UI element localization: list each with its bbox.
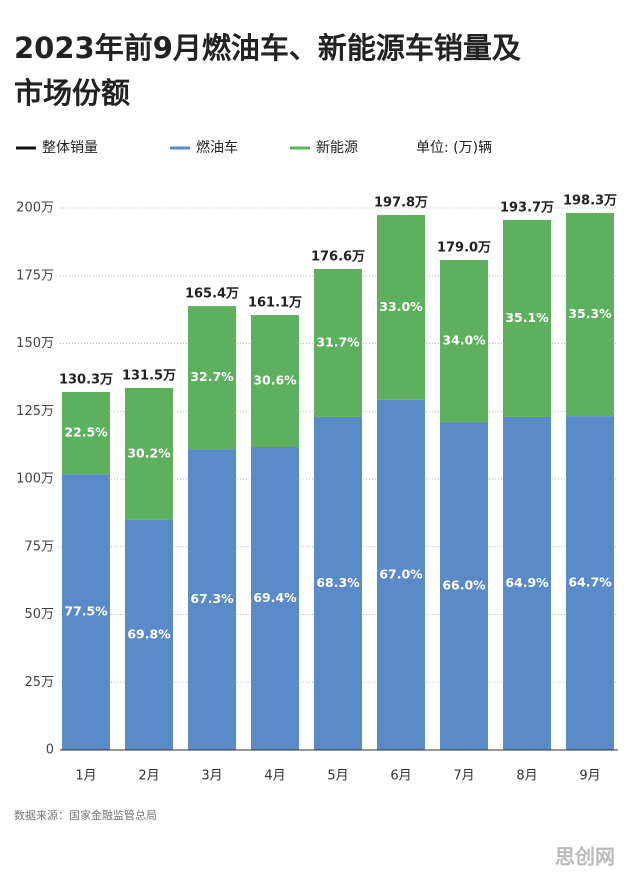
bar-segment	[503, 219, 551, 417]
total-label: 176.6万	[311, 249, 365, 264]
bar-segment	[251, 447, 299, 750]
legend-label: 燃油车	[196, 139, 238, 156]
x-tick-label: 2月	[138, 769, 159, 784]
bar-segment	[566, 416, 614, 750]
share-label: 66.0%	[442, 578, 486, 593]
bar-segment	[314, 416, 362, 750]
bar-segment	[125, 519, 173, 750]
bar-segment	[440, 260, 488, 423]
share-label: 69.8%	[127, 626, 171, 641]
total-label: 131.5万	[122, 368, 176, 383]
x-tick-label: 1月	[75, 769, 96, 784]
bar-segment	[188, 306, 236, 450]
y-tick-label: 75万	[24, 539, 54, 554]
bar-segment	[62, 474, 110, 750]
total-label: 161.1万	[248, 296, 302, 311]
bar-segment	[62, 392, 110, 475]
y-tick-label: 175万	[16, 268, 54, 283]
share-label: 35.1%	[505, 310, 549, 325]
x-tick-label: 4月	[264, 769, 285, 784]
share-label: 30.2%	[127, 445, 171, 460]
y-tick-label: 100万	[16, 472, 54, 487]
y-tick-label: 150万	[16, 336, 54, 351]
chart-title: 市场份额	[14, 76, 130, 110]
bar-segment	[503, 416, 551, 750]
bar-segment	[377, 399, 425, 750]
share-label: 35.3%	[568, 306, 612, 321]
share-label: 64.7%	[568, 575, 612, 590]
bar-segment	[188, 449, 236, 750]
legend-label: 整体销量	[42, 140, 98, 156]
x-tick-label: 8月	[516, 769, 537, 784]
x-tick-label: 3月	[201, 769, 222, 784]
share-label: 67.3%	[190, 591, 234, 606]
x-tick-label: 9月	[579, 769, 600, 784]
share-label: 77.5%	[64, 604, 108, 619]
bar-segment	[251, 315, 299, 448]
total-label: 130.3万	[59, 373, 113, 388]
y-tick-label: 0	[46, 743, 54, 758]
y-tick-label: 25万	[24, 675, 54, 690]
share-label: 30.6%	[253, 373, 297, 388]
unit-note: 单位: (万)辆	[416, 140, 492, 156]
bar-segment	[125, 387, 173, 520]
watermark: 思创网	[555, 845, 615, 869]
chart-title: 2023年前9月燃油车、新能源车销量及	[14, 31, 521, 65]
share-label: 69.4%	[253, 590, 297, 605]
share-label: 67.0%	[379, 566, 423, 581]
bar-segment	[566, 212, 614, 417]
x-tick-label: 5月	[327, 769, 348, 784]
bar-segment	[314, 268, 362, 417]
y-tick-label: 50万	[24, 607, 54, 622]
share-label: 32.7%	[190, 369, 234, 384]
source: 数据来源：国家金融监管总局	[14, 808, 157, 822]
bar-segment	[440, 422, 488, 750]
total-label: 198.3万	[563, 193, 617, 208]
share-label: 33.0%	[379, 299, 423, 314]
share-label: 34.0%	[442, 333, 486, 348]
legend-label: 新能源	[316, 140, 358, 156]
y-tick-label: 200万	[16, 201, 54, 216]
share-label: 64.9%	[505, 575, 549, 590]
total-label: 179.0万	[437, 241, 491, 256]
total-label: 165.4万	[185, 287, 239, 302]
share-label: 31.7%	[316, 334, 360, 349]
total-label: 193.7万	[500, 200, 554, 215]
x-tick-label: 7月	[453, 769, 474, 784]
share-label: 68.3%	[316, 575, 360, 590]
y-tick-label: 125万	[16, 404, 54, 419]
bar-segment	[377, 215, 425, 400]
total-label: 197.8万	[374, 196, 428, 211]
share-label: 22.5%	[64, 425, 108, 440]
x-tick-label: 6月	[390, 769, 411, 784]
